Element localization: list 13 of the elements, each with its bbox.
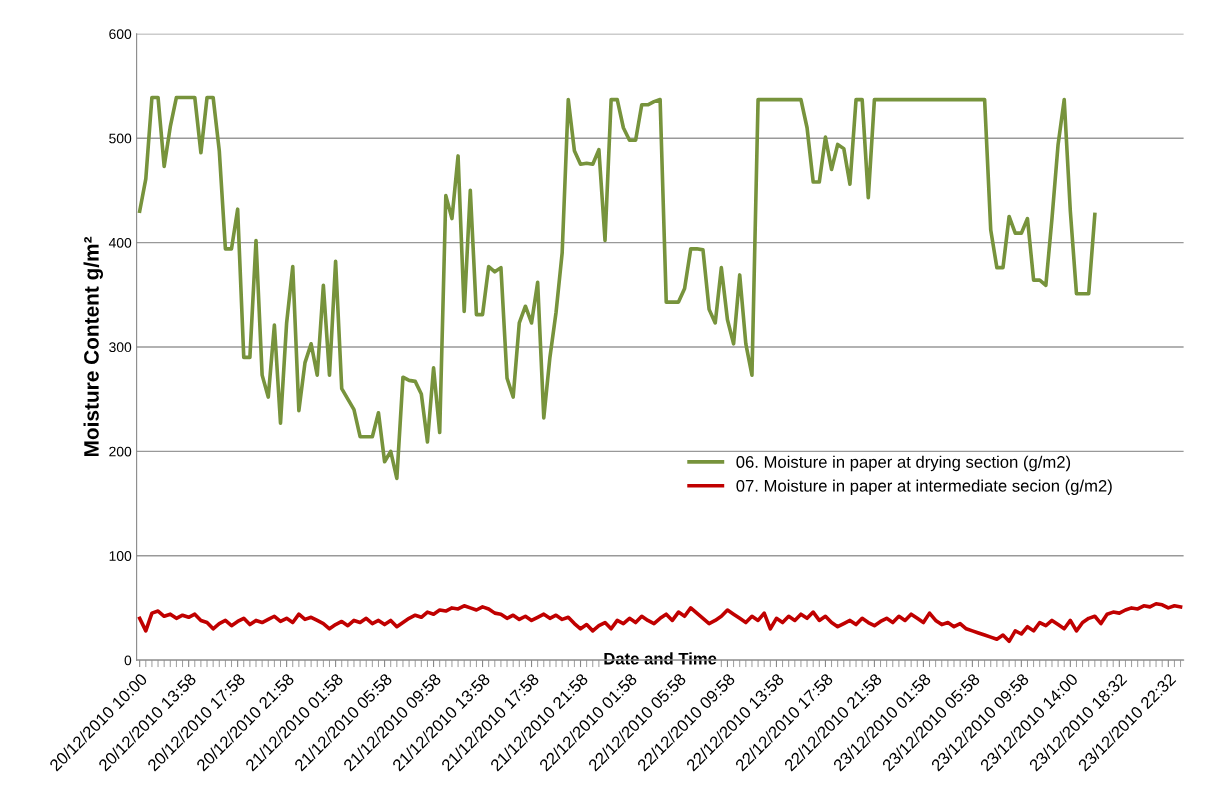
y-axis-title: Moisture Content g/m² [83,236,104,457]
y-tick-label: 100 [109,551,132,561]
y-tick-label: 300 [109,342,132,353]
x-axis-title: Date and Time [604,652,717,665]
line-series [137,601,1183,644]
legend-label: 07. Moisture in paper at intermediate secion (g/m2) [736,479,1112,496]
y-tick-label: 400 [108,237,132,248]
y-tick-label: 0 [124,655,132,666]
line-series [137,95,1097,481]
y-tick-label: 600 [109,29,132,39]
legend-label: 06. Moisture in paper at drying section (g/m2) [736,455,1071,472]
y-tick-label: 500 [109,133,132,144]
y-tick-label: 200 [109,446,132,457]
